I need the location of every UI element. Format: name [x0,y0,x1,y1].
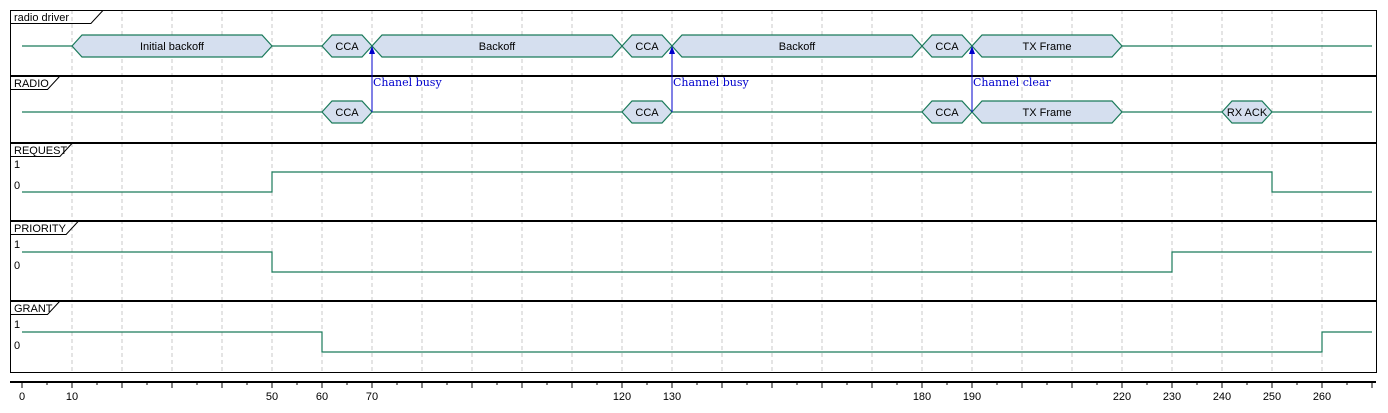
signal-name-label: REQUEST [14,145,67,157]
message-label: Channel clear [973,76,1051,89]
signal-row-frame [10,143,1377,221]
axis-tick-label: 10 [66,391,78,403]
signal-name-tab [10,10,104,24]
signal-waveform [22,171,1372,193]
state-block-label: Initial backoff [140,41,205,53]
signal-name-tab [10,143,73,157]
state-block-label: TX Frame [1023,107,1072,119]
level-label-low: 0 [14,260,20,272]
axis-tick-label: 0 [19,391,25,403]
message-label: Channel busy [673,76,750,89]
level-label-high: 1 [14,159,20,171]
signal-row-frame [10,301,1377,373]
level-label-low: 0 [14,340,20,352]
signal-name-tab [10,301,60,315]
signal-waveform [22,331,1372,353]
axis-tick-label: 190 [963,391,981,403]
axis-tick-label: 220 [1113,391,1131,403]
signal-name-label: RADIO [14,78,49,90]
signal-name-label: GRANT [14,303,53,315]
axis-tick-label: 240 [1213,391,1231,403]
signal-name-tab [10,221,79,235]
message-arrowhead [669,46,675,54]
axis-tick-label: 60 [316,391,328,403]
axis-tick-label: 130 [663,391,681,403]
state-block-label: CCA [335,107,359,119]
state-block-label: CCA [635,41,659,53]
message-arrowhead [969,46,975,54]
level-label-high: 1 [14,239,20,251]
state-block-label: RX ACK [1227,107,1268,119]
message-layer: Chanel busy Channel busy Channel clear [369,46,1051,112]
signal-row-frame [10,76,1377,143]
state-block-label: CCA [335,41,359,53]
axis-tick-label: 180 [913,391,931,403]
signal-name-tab [10,76,60,90]
time-axis: 0 10 50 60 70 120 130 180 190 220 230 240 250 260 [10,381,1376,403]
axis-tick-label: 70 [366,391,378,403]
state-block-label: TX Frame [1023,41,1072,53]
axis-tick-label: 250 [1263,391,1281,403]
state-block-label: CCA [635,107,659,119]
axis-tick-label: 50 [266,391,278,403]
state-block-label: Backoff [479,41,516,53]
message-arrowhead [369,46,375,54]
level-label-low: 0 [14,180,20,192]
signal-row-frame [10,10,1377,76]
message-label: Chanel busy [373,76,442,89]
signal-row-frame [10,221,1377,301]
frame-layer: radio driver RADIO REQUEST PRIORITY GRANT [10,10,1377,373]
signal-name-label: radio driver [14,12,69,24]
waveform-layer: Initial backoff CCA Backoff CCA Backoff CCA TX… [14,34,1372,353]
signal-name-label: PRIORITY [14,223,67,235]
signal-waveform [22,251,1372,273]
axis-tick-label: 230 [1163,391,1181,403]
state-block-label: Backoff [779,41,816,53]
axis-tick-label: 120 [613,391,631,403]
state-block-label: CCA [935,41,959,53]
state-block-label: CCA [935,107,959,119]
axis-tick-label: 260 [1313,391,1331,403]
grid-layer [71,10,1323,372]
level-label-high: 1 [14,319,20,331]
